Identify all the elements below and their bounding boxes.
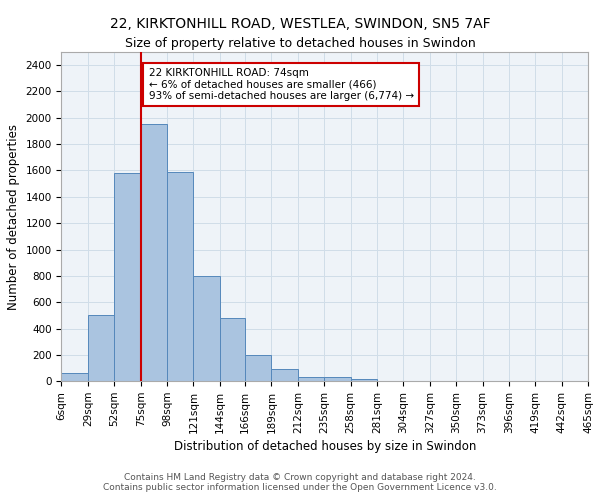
Bar (167, 172, 193, 382)
Bar (350, 378, 377, 382)
Text: Contains HM Land Registry data © Crown copyright and database right 2024.
Contai: Contains HM Land Registry data © Crown c… (103, 473, 497, 492)
Bar (271, 370, 298, 382)
Text: Size of property relative to detached houses in Swindon: Size of property relative to detached ho… (125, 38, 475, 51)
Text: 22, KIRKTONHILL ROAD, WESTLEA, SWINDON, SN5 7AF: 22, KIRKTONHILL ROAD, WESTLEA, SWINDON, … (110, 18, 490, 32)
Bar (88, 316, 114, 382)
Bar (114, 173, 140, 382)
Bar (298, 376, 324, 382)
Bar (140, 124, 167, 382)
Bar (61, 374, 88, 382)
Text: 22 KIRKTONHILL ROAD: 74sqm
← 6% of detached houses are smaller (466)
93% of semi: 22 KIRKTONHILL ROAD: 74sqm ← 6% of detac… (149, 68, 414, 101)
Bar (220, 318, 245, 382)
Bar (245, 355, 271, 382)
X-axis label: Distribution of detached houses by size in Swindon: Distribution of detached houses by size … (173, 440, 476, 453)
Bar (324, 378, 350, 382)
Y-axis label: Number of detached properties: Number of detached properties (7, 124, 20, 310)
Bar (193, 276, 220, 382)
